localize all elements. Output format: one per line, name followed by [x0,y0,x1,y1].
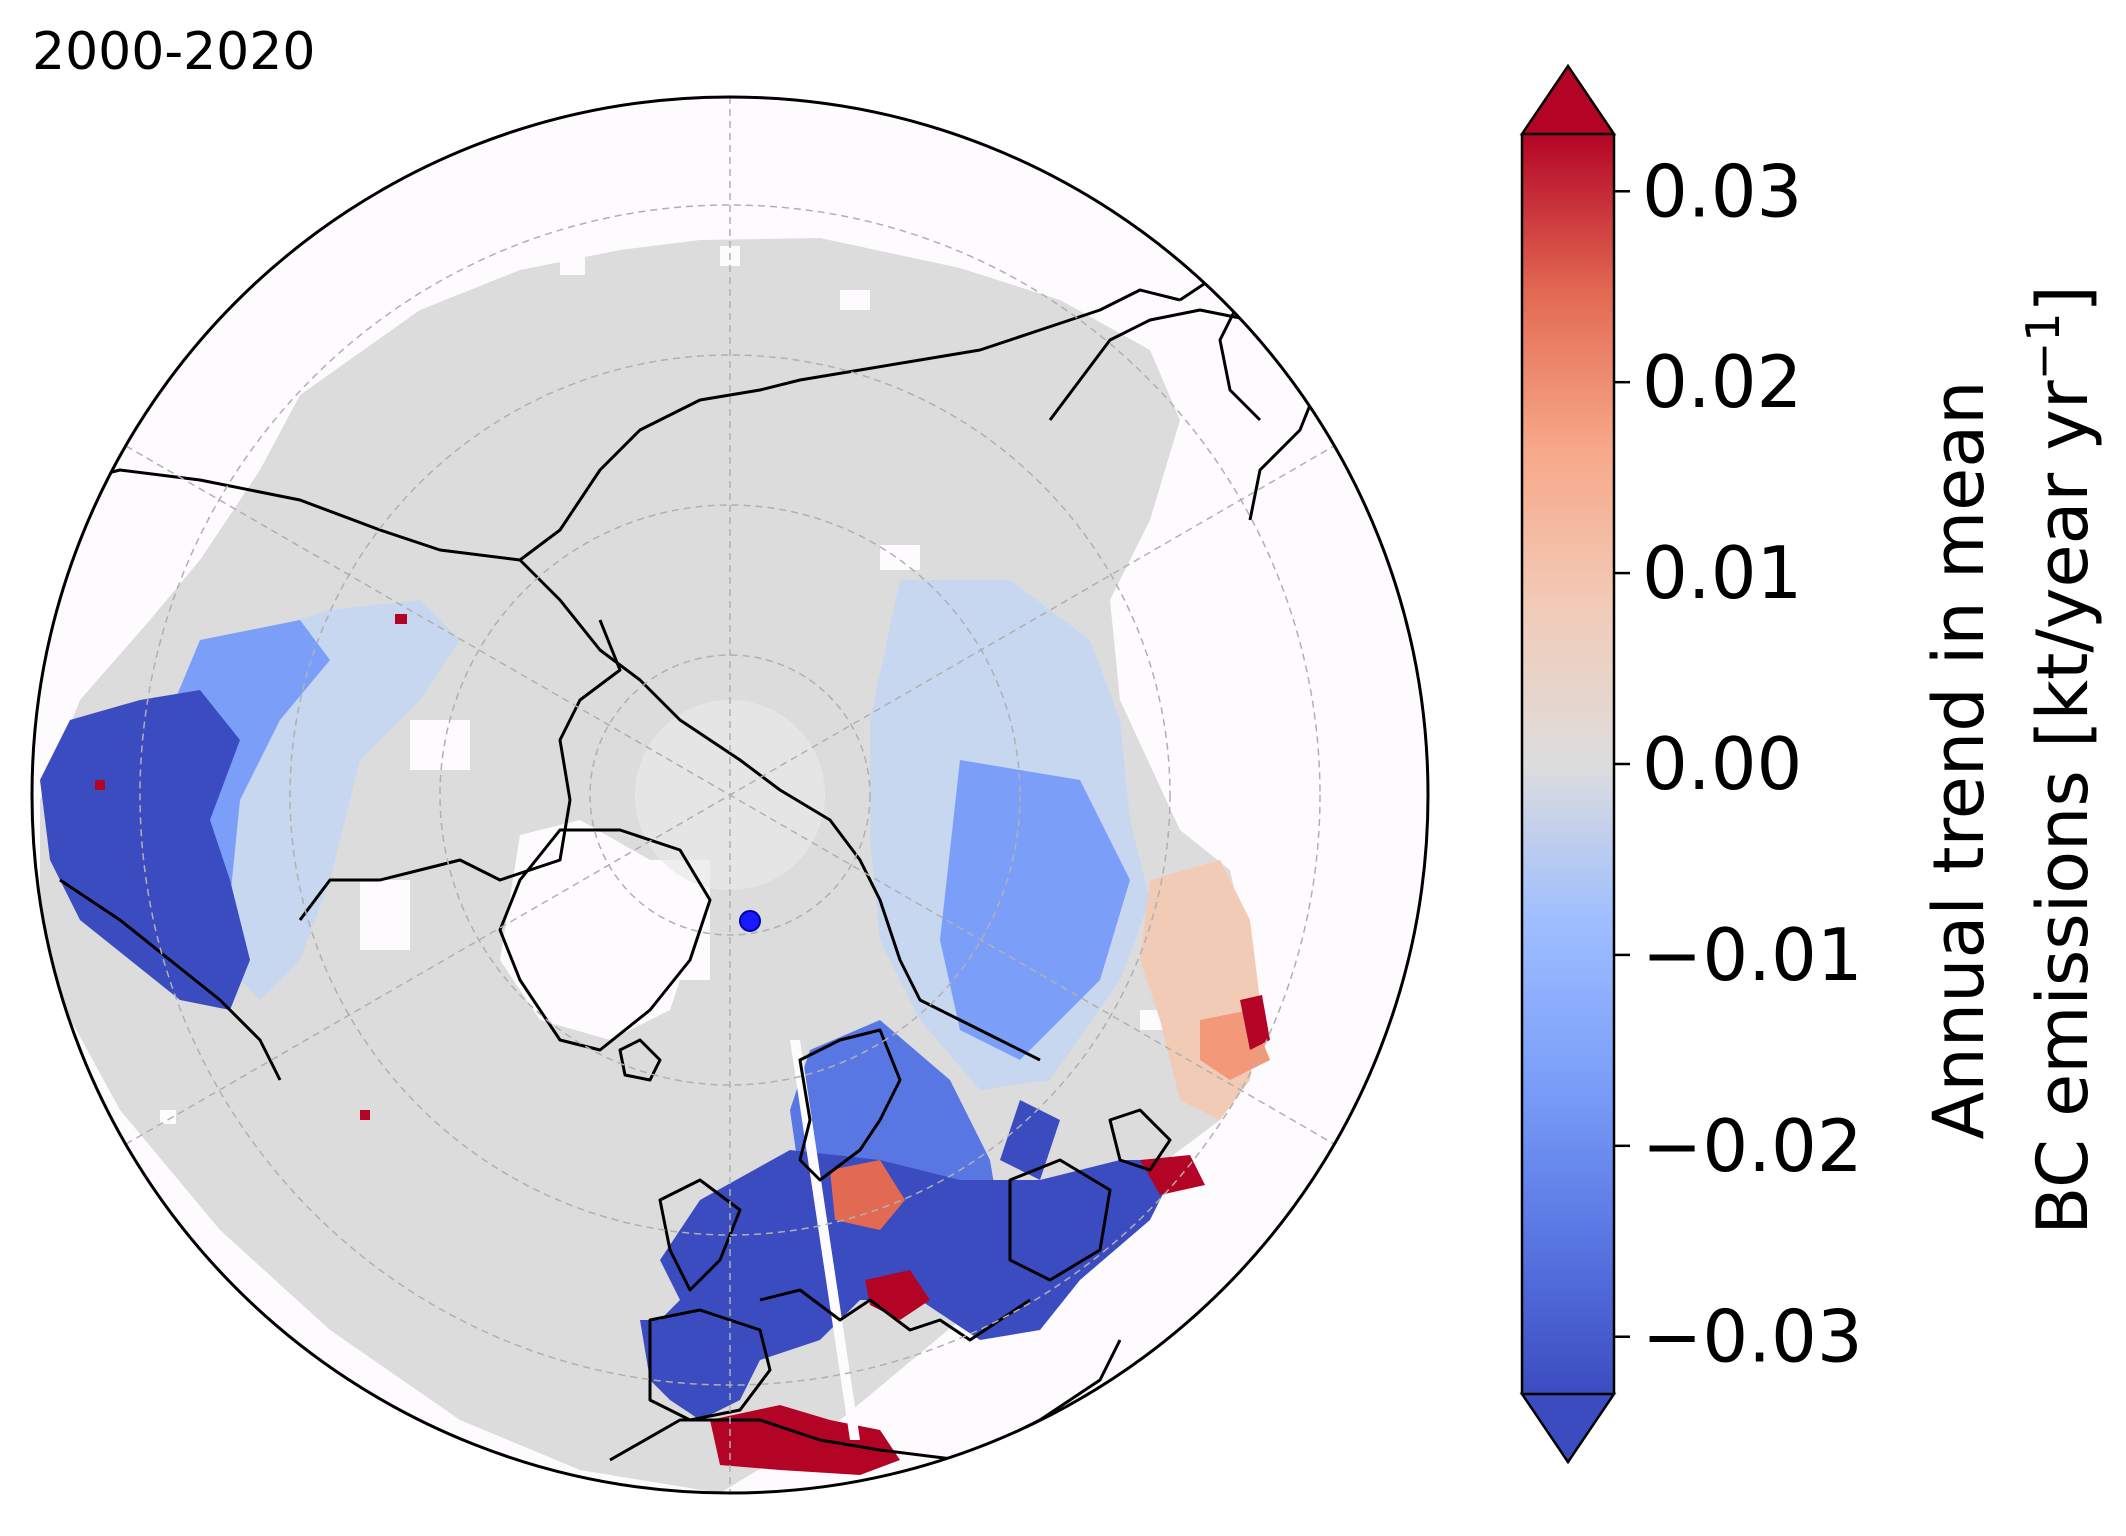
colorbar-tick-label: 0.03 [1642,149,1802,233]
trend-positive [95,614,1270,1475]
white-data-gap [790,1040,860,1440]
colorbar-label-main: BC emissions [kt/year yr [2022,380,2104,1235]
colorbar-extend-bottom [1519,1392,1617,1465]
colorbar-label-close: ] [2022,285,2104,312]
colorbar-tick-label: 0.00 [1642,722,1802,806]
polar-map [30,95,1430,1495]
colorbar-label-line2: BC emissions [kt/year yr−1] [2016,285,2104,1235]
colorbar: 0.03 0.02 0.01 0.00 −0.01 −0.02 −0.03 Annual t… [1519,63,2104,1465]
map-boundary [30,95,1430,1495]
graticule [125,97,1335,1493]
colorbar-label-line1: Annual trend in mean [1918,381,2000,1140]
colorbar-tick-label: −0.02 [1642,1104,1863,1188]
colorbar-label-sup: −1 [2016,313,2070,381]
colorbar-tick-label: −0.01 [1642,913,1863,997]
colorbar-gradient [1522,134,1614,1394]
map-title: 2000-2020 [32,22,316,82]
colorbar-tick-label: −0.03 [1642,1295,1863,1379]
blue-dot-marker [739,910,761,932]
colorbar-tick-label: 0.02 [1642,340,1802,424]
colorbar-extend-top [1519,63,1617,136]
colorbar-ticks: 0.03 0.02 0.01 0.00 −0.01 −0.02 −0.03 [1614,149,1863,1379]
colorbar-tick-label: 0.01 [1642,531,1802,615]
trend-north-america [40,600,460,1010]
